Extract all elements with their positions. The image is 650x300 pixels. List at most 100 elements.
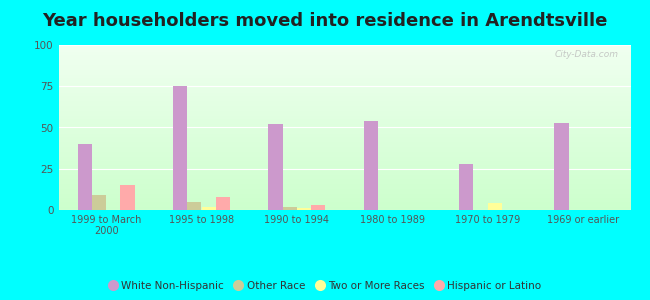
Bar — [58, 197, 630, 199]
Bar — [58, 185, 630, 187]
Bar — [58, 142, 630, 144]
Bar — [58, 89, 630, 91]
Bar — [58, 129, 630, 131]
Bar — [58, 55, 630, 56]
Bar — [58, 137, 630, 139]
Bar — [58, 131, 630, 132]
Bar — [58, 80, 630, 81]
Bar — [58, 66, 630, 68]
Bar — [58, 86, 630, 88]
Bar — [58, 169, 630, 170]
Bar — [58, 73, 630, 75]
Bar — [58, 208, 630, 210]
Bar — [283, 207, 297, 210]
Bar — [216, 197, 230, 210]
Bar — [58, 132, 630, 134]
Bar — [58, 184, 630, 185]
Bar — [58, 122, 630, 124]
Bar — [58, 111, 630, 112]
Bar — [58, 141, 630, 142]
Bar — [58, 103, 630, 104]
Bar — [58, 81, 630, 83]
Bar — [58, 65, 630, 66]
Bar — [58, 99, 630, 101]
Bar — [58, 75, 630, 76]
Bar — [58, 177, 630, 178]
Bar — [268, 124, 283, 210]
Bar — [58, 154, 630, 155]
Bar — [58, 162, 630, 164]
Bar — [58, 48, 630, 50]
Bar — [58, 182, 630, 184]
Bar — [58, 155, 630, 157]
Bar — [77, 144, 92, 210]
Bar — [58, 96, 630, 98]
Bar — [58, 60, 630, 61]
Bar — [58, 94, 630, 96]
Bar — [58, 188, 630, 190]
Bar — [58, 114, 630, 116]
Bar — [58, 203, 630, 205]
Bar — [58, 205, 630, 207]
Bar — [459, 164, 473, 210]
Bar — [58, 78, 630, 80]
Bar — [187, 202, 202, 210]
Bar — [297, 208, 311, 210]
Bar — [58, 45, 630, 46]
Bar — [58, 152, 630, 154]
Bar — [58, 106, 630, 108]
Bar — [363, 121, 378, 210]
Bar — [58, 119, 630, 121]
Bar — [58, 146, 630, 147]
Bar — [58, 139, 630, 141]
Bar — [58, 147, 630, 149]
Bar — [58, 98, 630, 99]
Bar — [58, 178, 630, 180]
Bar — [554, 122, 569, 210]
Bar — [58, 52, 630, 53]
Bar — [58, 200, 630, 202]
Text: Year householders moved into residence in Arendtsville: Year householders moved into residence i… — [42, 12, 608, 30]
Bar — [58, 192, 630, 194]
Bar — [58, 71, 630, 73]
Bar — [58, 157, 630, 159]
Bar — [58, 167, 630, 169]
Bar — [58, 164, 630, 165]
Bar — [173, 86, 187, 210]
Bar — [58, 93, 630, 94]
Bar — [58, 118, 630, 119]
Bar — [58, 91, 630, 93]
Bar — [58, 50, 630, 52]
Bar — [58, 112, 630, 114]
Bar — [58, 165, 630, 167]
Bar — [58, 194, 630, 195]
Bar — [120, 185, 135, 210]
Bar — [58, 70, 630, 71]
Bar — [58, 199, 630, 200]
Bar — [58, 83, 630, 85]
Bar — [58, 88, 630, 89]
Bar — [58, 61, 630, 63]
Bar — [202, 207, 216, 210]
Bar — [58, 174, 630, 175]
Bar — [58, 207, 630, 208]
Bar — [58, 53, 630, 55]
Bar — [58, 85, 630, 86]
Bar — [58, 170, 630, 172]
Bar — [58, 126, 630, 128]
Bar — [58, 68, 630, 70]
Bar — [58, 109, 630, 111]
Text: City-Data.com: City-Data.com — [555, 50, 619, 59]
Bar — [58, 56, 630, 58]
Bar — [58, 128, 630, 129]
Bar — [58, 187, 630, 188]
Bar — [58, 136, 630, 137]
Bar — [58, 101, 630, 103]
Bar — [58, 63, 630, 65]
Bar — [58, 202, 630, 203]
Bar — [58, 108, 630, 109]
Bar — [58, 76, 630, 78]
Bar — [488, 203, 502, 210]
Bar — [58, 151, 630, 152]
Bar — [58, 160, 630, 162]
